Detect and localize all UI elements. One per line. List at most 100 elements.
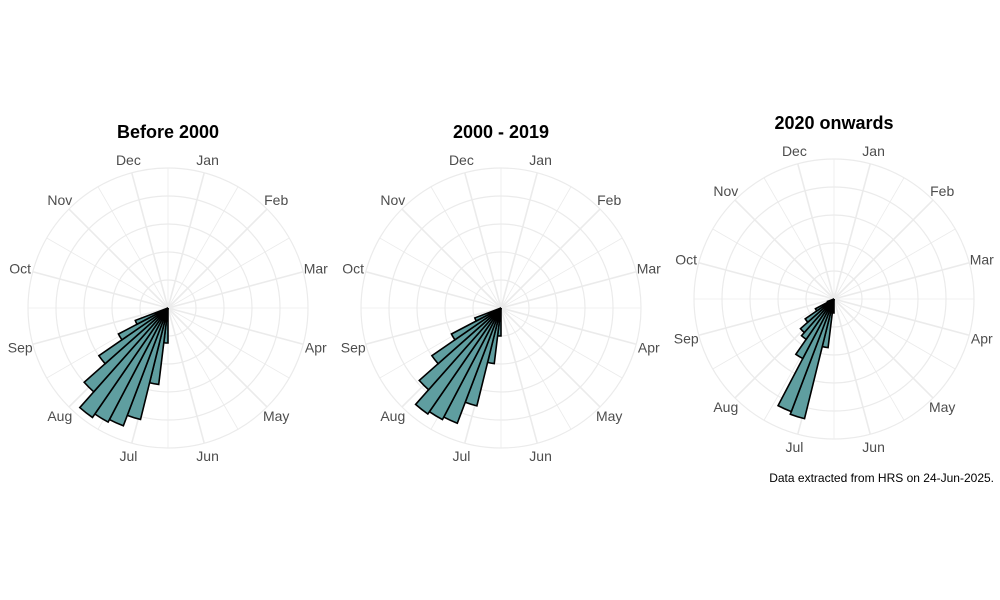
bar-week-35	[450, 307, 502, 341]
panel-title: 2000 - 2019	[453, 122, 549, 142]
grid-spoke	[500, 307, 572, 430]
bar-week-32	[78, 307, 169, 419]
grid-spoke	[500, 270, 637, 309]
bar-week-35	[117, 307, 169, 341]
month-label-nov: Nov	[380, 192, 405, 208]
month-label-mar: Mar	[304, 260, 328, 276]
grid-spoke	[500, 307, 623, 379]
month-label-oct: Oct	[675, 251, 697, 267]
grid-spoke	[833, 177, 905, 300]
grid-spoke	[833, 298, 970, 337]
bar-series	[78, 307, 169, 427]
grid-spoke	[167, 237, 290, 309]
bar-series	[414, 307, 502, 425]
month-label-mar: Mar	[970, 251, 994, 267]
bar-week-36	[826, 298, 835, 304]
polar-grid	[27, 167, 309, 449]
bar-series	[776, 298, 835, 420]
grid-spoke	[167, 270, 304, 309]
grid-spoke	[833, 298, 872, 435]
month-label-may: May	[929, 399, 955, 415]
grid-spoke	[32, 270, 169, 309]
grid-spoke	[167, 307, 290, 379]
month-label-jun: Jun	[862, 439, 885, 455]
bar-week-36	[134, 307, 169, 326]
month-label-oct: Oct	[342, 260, 364, 276]
grid-spoke	[500, 172, 539, 309]
bar-week-33	[83, 307, 169, 393]
grid-spoke	[698, 261, 835, 300]
grid-spoke	[167, 307, 268, 408]
grid-spoke	[500, 307, 601, 408]
panel-title: 2020 onwards	[774, 113, 893, 133]
grid-spoke	[763, 177, 835, 300]
panel-2020-onwards: 2020 onwards Jan Feb Mar Apr May Jun Jul Aug Sep…	[674, 113, 994, 455]
grid-spoke	[401, 208, 502, 309]
grid-spoke	[833, 228, 956, 300]
month-label-jan: Jan	[196, 152, 219, 168]
month-label-jun: Jun	[196, 448, 219, 464]
month-label-nov: Nov	[47, 192, 72, 208]
month-label-jun: Jun	[529, 448, 552, 464]
grid-spoke	[712, 228, 835, 300]
grid-spoke	[734, 199, 835, 300]
grid-spoke	[463, 172, 502, 309]
grid-spoke	[130, 172, 169, 309]
grid-spoke	[365, 307, 502, 346]
grid-spoke	[833, 199, 934, 300]
month-label-apr: Apr	[638, 340, 660, 356]
grid-spoke	[167, 307, 239, 430]
month-label-dec: Dec	[116, 152, 141, 168]
grid-spoke	[500, 208, 601, 309]
month-label-jul: Jul	[785, 439, 803, 455]
month-label-may: May	[596, 408, 622, 424]
month-label-feb: Feb	[930, 183, 954, 199]
grid-spoke	[167, 307, 304, 346]
caption: Data extracted from HRS on 24-Jun-2025.	[769, 471, 994, 485]
grid-spoke	[500, 186, 572, 309]
grid-spoke	[833, 298, 956, 370]
month-label-dec: Dec	[449, 152, 474, 168]
month-label-dec: Dec	[782, 143, 807, 159]
month-label-aug: Aug	[380, 408, 405, 424]
grid-spoke	[833, 298, 934, 399]
month-label-jul: Jul	[119, 448, 137, 464]
grid-spoke	[46, 237, 169, 309]
bar-week-36	[473, 307, 502, 323]
month-label-may: May	[263, 408, 289, 424]
bar-week-34	[430, 307, 502, 365]
month-label-mar: Mar	[637, 260, 661, 276]
panel-2000-2019: 2000 - 2019 Jan Feb Mar Apr May Jun Jul Aug Sep O…	[341, 122, 661, 464]
month-label-jan: Jan	[529, 152, 552, 168]
grid-spoke	[32, 307, 169, 346]
month-label-jan: Jan	[862, 143, 885, 159]
grid-spoke	[698, 298, 835, 337]
grid-spoke	[97, 186, 169, 309]
grid-spoke	[796, 163, 835, 300]
month-label-jul: Jul	[452, 448, 470, 464]
month-label-apr: Apr	[305, 340, 327, 356]
month-label-sep: Sep	[674, 331, 699, 347]
grid-spoke	[833, 298, 905, 421]
grid-spoke	[167, 172, 206, 309]
month-label-aug: Aug	[47, 408, 72, 424]
polar-grid	[693, 158, 975, 440]
grid-spoke	[167, 208, 268, 309]
month-label-nov: Nov	[713, 183, 738, 199]
grid-spoke	[500, 237, 623, 309]
grid-spoke	[833, 163, 872, 300]
month-label-oct: Oct	[9, 260, 31, 276]
grid-spoke	[712, 298, 835, 370]
panel-title: Before 2000	[117, 122, 219, 142]
grid-spoke	[500, 307, 637, 346]
grid-spoke	[167, 307, 206, 444]
month-label-feb: Feb	[264, 192, 288, 208]
bar-week-34	[97, 307, 169, 365]
month-label-feb: Feb	[597, 192, 621, 208]
grid-spoke	[833, 261, 970, 300]
grid-spoke	[379, 237, 502, 309]
month-label-aug: Aug	[713, 399, 738, 415]
month-label-sep: Sep	[341, 340, 366, 356]
bar-week-33	[418, 307, 502, 391]
